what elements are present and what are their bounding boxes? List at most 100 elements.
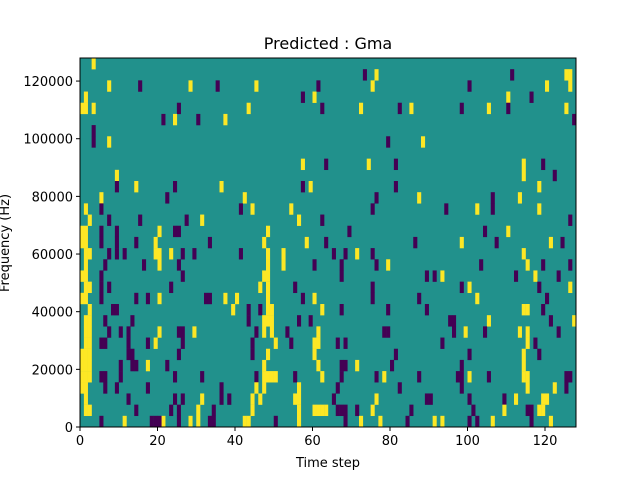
- heatmap-low-cell: [134, 404, 139, 417]
- x-tick-label: 120: [533, 434, 558, 449]
- heatmap-high-cell: [83, 225, 88, 238]
- axes-frame: [79, 57, 577, 428]
- heatmap-low-cell: [103, 315, 108, 327]
- heatmap-high-cell: [250, 203, 255, 215]
- heatmap-high-cell: [486, 102, 491, 115]
- heatmap-low-cell: [308, 315, 313, 327]
- heatmap-low-cell: [165, 192, 170, 204]
- heatmap-low-cell: [285, 326, 290, 338]
- heatmap-high-cell: [320, 371, 325, 383]
- heatmap-low-cell: [374, 192, 379, 204]
- heatmap-low-cell: [568, 214, 573, 226]
- heatmap-low-cell: [103, 259, 108, 271]
- heatmap-high-cell: [467, 371, 472, 383]
- heatmap-low-cell: [312, 259, 317, 271]
- heatmap-low-cell: [459, 102, 464, 115]
- heatmap-low-cell: [273, 415, 278, 428]
- heatmap-high-cell: [80, 236, 85, 249]
- heatmap-high-cell: [87, 248, 92, 260]
- heatmap-high-cell: [521, 304, 526, 316]
- x-tick-label: 80: [382, 434, 399, 449]
- heatmap-high-cell: [564, 69, 569, 81]
- heatmap-low-cell: [479, 259, 484, 271]
- heatmap-low-cell: [173, 371, 178, 383]
- heatmap-high-cell: [262, 315, 267, 327]
- heatmap-high-cell: [157, 248, 162, 260]
- heatmap-low-cell: [176, 102, 181, 115]
- heatmap-low-cell: [180, 248, 185, 260]
- heatmap-high-cell: [83, 382, 88, 394]
- heatmap-low-cell: [126, 337, 131, 349]
- heatmap-high-cell: [304, 236, 309, 249]
- heatmap-low-cell: [568, 259, 573, 271]
- heatmap-high-cell: [153, 337, 158, 349]
- heatmap-low-cell: [180, 270, 185, 282]
- heatmap-high-cell: [258, 281, 263, 294]
- heatmap-high-cell: [219, 181, 224, 193]
- heatmap-low-cell: [459, 382, 464, 394]
- x-axis-ticks: 0 20 40 60 80 100 120: [76, 427, 558, 449]
- heatmap-low-cell: [320, 102, 325, 115]
- heatmap-low-cell: [490, 192, 495, 204]
- x-tick-label: 40: [227, 434, 244, 449]
- heatmap-high-cell: [157, 225, 162, 238]
- heatmap-low-cell: [173, 181, 178, 193]
- heatmap-low-cell: [374, 371, 379, 383]
- heatmap-low-cell: [413, 236, 418, 249]
- heatmap-high-cell: [548, 236, 553, 249]
- heatmap-low-cell: [545, 292, 550, 305]
- heatmap-low-cell: [560, 236, 565, 249]
- heatmap-low-cell: [176, 326, 181, 338]
- heatmap-low-cell: [339, 304, 344, 316]
- heatmap-low-cell: [432, 270, 437, 282]
- y-tick-label: 40000: [32, 306, 73, 321]
- heatmap-high-cell: [107, 136, 112, 148]
- heatmap-high-cell: [262, 359, 267, 372]
- heatmap-low-cell: [343, 359, 348, 372]
- heatmap-low-cell: [250, 348, 255, 361]
- heatmap-high-cell: [316, 404, 321, 417]
- heatmap-low-cell: [180, 326, 185, 338]
- heatmap-low-cell: [107, 326, 112, 338]
- heatmap-low-cell: [103, 337, 108, 349]
- heatmap-high-cell: [475, 203, 480, 215]
- heatmap-high-cell: [269, 304, 274, 316]
- heatmap-high-cell: [308, 181, 313, 193]
- heatmap-high-cell: [266, 292, 271, 305]
- y-tick-label: 60000: [32, 248, 73, 263]
- heatmap-low-cell: [324, 158, 329, 171]
- heatmap-high-cell: [80, 292, 85, 305]
- heatmap-high-cell: [262, 326, 267, 338]
- heatmap-high-cell: [80, 348, 85, 361]
- heatmap-high-cell: [297, 382, 302, 394]
- heatmap-high-cell: [289, 203, 294, 215]
- heatmap-high-cell: [548, 415, 553, 428]
- heatmap-low-cell: [393, 181, 398, 193]
- heatmap-low-cell: [409, 404, 414, 417]
- heatmap-high-cell: [157, 326, 162, 338]
- heatmap-low-cell: [459, 281, 464, 294]
- heatmap-high-cell: [316, 359, 321, 372]
- heatmap-high-cell: [312, 91, 317, 103]
- heatmap-high-cell: [262, 270, 267, 282]
- heatmap-high-cell: [386, 259, 391, 271]
- heatmap-high-cell: [91, 102, 96, 115]
- heatmap-high-cell: [87, 337, 92, 349]
- heatmap-high-cell: [80, 270, 85, 282]
- y-tick-label: 20000: [32, 363, 73, 378]
- heatmap-low-cell: [331, 248, 336, 260]
- heatmap-high-cell: [83, 292, 88, 305]
- heatmap-high-cell: [266, 348, 271, 361]
- heatmap-low-cell: [169, 281, 174, 294]
- heatmap-low-cell: [370, 203, 375, 215]
- heatmap-high-cell: [196, 404, 201, 417]
- heatmap-low-cell: [316, 80, 321, 92]
- heatmap-high-cell: [157, 292, 162, 305]
- heatmap-high-cell: [145, 359, 150, 372]
- heatmap-high-cell: [153, 248, 158, 260]
- heatmap-low-cell: [417, 371, 422, 383]
- heatmap-low-cell: [289, 337, 294, 349]
- heatmap-high-cell: [297, 393, 302, 405]
- heatmap-low-cell: [300, 91, 305, 103]
- heatmap-low-cell: [556, 270, 561, 282]
